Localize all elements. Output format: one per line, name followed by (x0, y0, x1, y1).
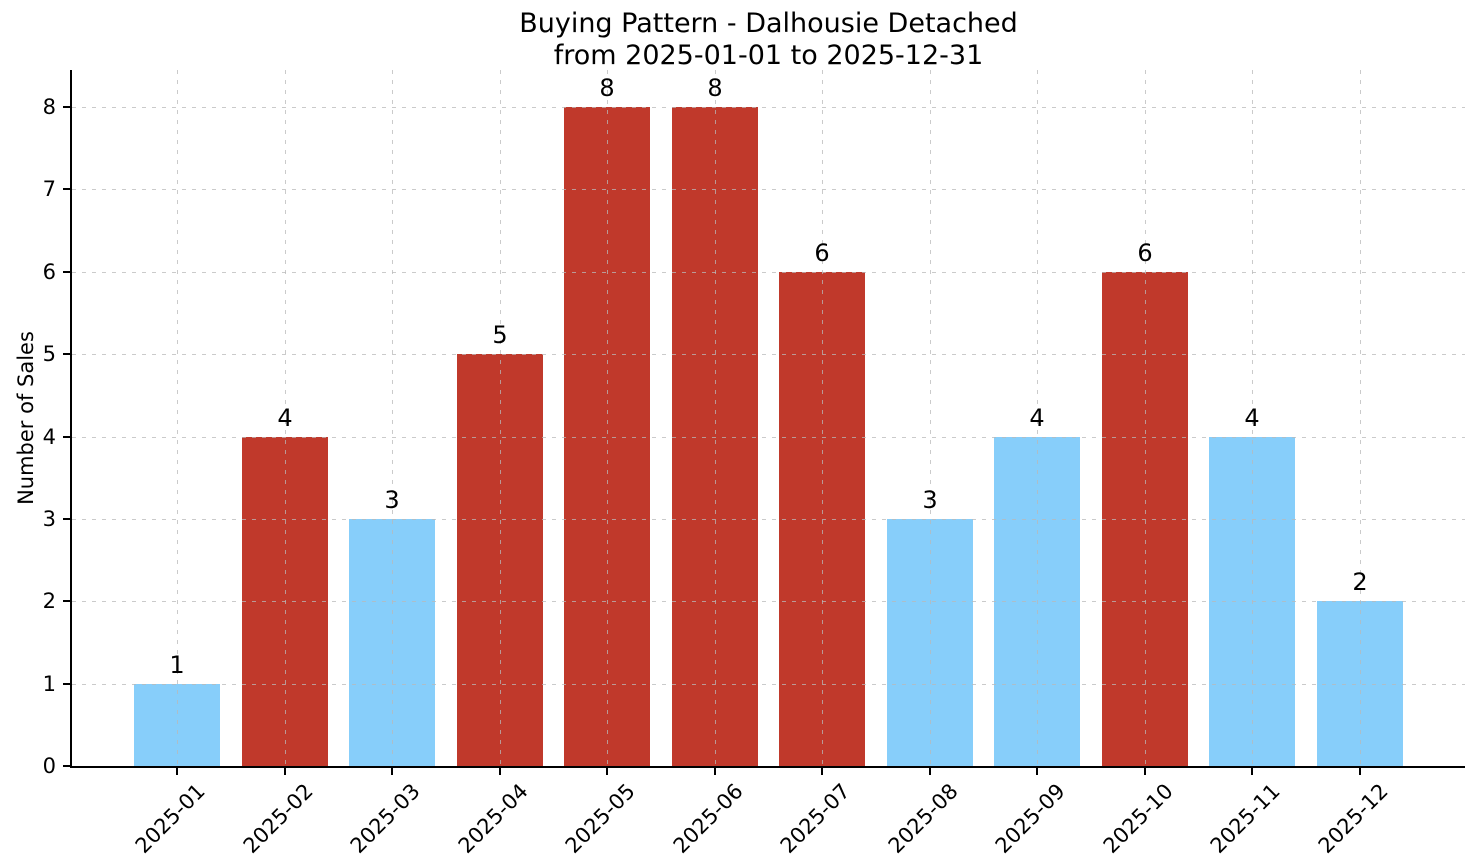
x-tick-label-2025-09: 2025-09 (990, 779, 1070, 859)
x-tick-label-2025-02: 2025-02 (238, 779, 318, 859)
value-label-2025-10: 6 (1137, 239, 1153, 267)
x-tick-label-2025-03: 2025-03 (345, 779, 425, 859)
gridline-y-8 (72, 107, 1465, 108)
left-spine (70, 70, 72, 768)
value-label-2025-05: 8 (599, 74, 615, 102)
x-tick-2025-01 (176, 768, 178, 775)
chart-title-line2: from 2025-01-01 to 2025-12-31 (553, 40, 984, 71)
gridline-y-2 (72, 601, 1465, 602)
y-tick-label-4: 4 (42, 425, 56, 449)
x-tick-label-2025-01: 2025-01 (130, 779, 210, 859)
gridline-y-7 (72, 189, 1465, 190)
value-label-2025-11: 4 (1244, 404, 1260, 432)
value-label-2025-09: 4 (1029, 404, 1045, 432)
value-label-2025-01: 1 (169, 651, 185, 679)
gridline-y-4 (72, 437, 1465, 438)
x-tick-label-2025-08: 2025-08 (883, 779, 963, 859)
x-tick-label-2025-05: 2025-05 (560, 779, 640, 859)
gridline-x-2025-03 (392, 70, 393, 766)
value-label-2025-04: 5 (492, 321, 508, 349)
chart-title-line1: Buying Pattern - Dalhousie Detached (519, 8, 1018, 39)
y-tick-2 (63, 600, 70, 602)
y-tick-label-5: 5 (42, 342, 56, 366)
x-tick-label-2025-07: 2025-07 (775, 779, 855, 859)
y-tick-8 (63, 106, 70, 108)
y-tick-label-2: 2 (42, 589, 56, 613)
x-tick-2025-09 (1036, 768, 1038, 775)
x-tick-2025-10 (1144, 768, 1146, 775)
gridline-x-2025-06 (715, 70, 716, 766)
gridline-x-2025-08 (930, 70, 931, 766)
gridline-x-2025-04 (500, 70, 501, 766)
gridline-y-5 (72, 354, 1465, 355)
x-tick-2025-05 (606, 768, 608, 775)
y-tick-label-0: 0 (42, 754, 56, 778)
value-label-2025-02: 4 (277, 404, 293, 432)
x-tick-2025-12 (1359, 768, 1361, 775)
y-tick-label-8: 8 (42, 95, 56, 119)
bottom-spine (70, 766, 1465, 768)
y-tick-3 (63, 518, 70, 520)
x-tick-label-2025-12: 2025-12 (1313, 779, 1393, 859)
y-tick-1 (63, 683, 70, 685)
x-tick-label-2025-06: 2025-06 (668, 779, 748, 859)
gridline-x-2025-02 (285, 70, 286, 766)
y-tick-0 (63, 765, 70, 767)
value-label-2025-12: 2 (1352, 568, 1368, 596)
gridline-x-2025-05 (607, 70, 608, 766)
x-tick-2025-03 (391, 768, 393, 775)
y-tick-label-1: 1 (42, 672, 56, 696)
y-tick-6 (63, 271, 70, 273)
x-tick-2025-06 (714, 768, 716, 775)
gridline-y-1 (72, 684, 1465, 685)
gridline-x-2025-10 (1145, 70, 1146, 766)
gridline-x-2025-07 (822, 70, 823, 766)
x-tick-2025-08 (929, 768, 931, 775)
y-tick-label-3: 3 (42, 507, 56, 531)
x-tick-2025-07 (821, 768, 823, 775)
y-tick-label-6: 6 (42, 260, 56, 284)
y-tick-4 (63, 436, 70, 438)
chart-title: Buying Pattern - Dalhousie Detached from… (72, 8, 1465, 72)
y-tick-5 (63, 353, 70, 355)
gridline-x-2025-09 (1037, 70, 1038, 766)
gridline-x-2025-11 (1252, 70, 1253, 766)
x-tick-2025-04 (499, 768, 501, 775)
x-tick-2025-11 (1251, 768, 1253, 775)
gridline-y-3 (72, 519, 1465, 520)
y-tick-7 (63, 188, 70, 190)
gridline-y-6 (72, 272, 1465, 273)
x-tick-label-2025-11: 2025-11 (1205, 779, 1285, 859)
value-label-2025-08: 3 (922, 486, 938, 514)
value-label-2025-06: 8 (707, 74, 723, 102)
y-tick-label-7: 7 (42, 177, 56, 201)
value-label-2025-03: 3 (384, 486, 400, 514)
value-label-2025-07: 6 (814, 239, 830, 267)
x-tick-2025-02 (284, 768, 286, 775)
x-tick-label-2025-10: 2025-10 (1098, 779, 1178, 859)
x-tick-label-2025-04: 2025-04 (453, 779, 533, 859)
gridline-x-2025-12 (1360, 70, 1361, 766)
gridline-x-2025-01 (177, 70, 178, 766)
